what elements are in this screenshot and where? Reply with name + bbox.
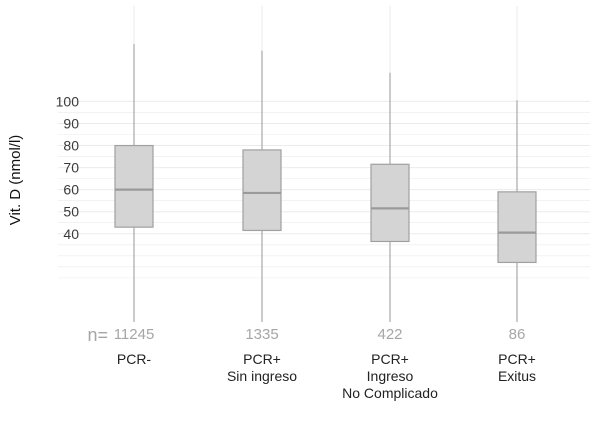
y-tick-label: 90 bbox=[63, 115, 79, 131]
category-label: PCR+ bbox=[498, 351, 536, 367]
box-group bbox=[370, 72, 410, 322]
y-tick-label: 60 bbox=[63, 182, 79, 198]
category-label: Sin ingreso bbox=[227, 368, 297, 384]
category-label: PCR- bbox=[117, 351, 152, 367]
y-tick-label: 40 bbox=[63, 226, 79, 242]
box-group bbox=[497, 100, 537, 322]
box bbox=[242, 149, 282, 232]
n-value: 422 bbox=[377, 326, 402, 343]
n-value: 86 bbox=[509, 326, 526, 343]
n-prefix: n= bbox=[87, 325, 108, 345]
y-tick-labels: 40 50 60 70 80 90 100 bbox=[56, 93, 80, 241]
category-label: PCR+ bbox=[243, 351, 281, 367]
category-label: Ingreso bbox=[367, 368, 414, 384]
box bbox=[114, 144, 154, 228]
box-group bbox=[114, 44, 154, 322]
y-tick-label: 50 bbox=[63, 204, 79, 220]
y-tick-label: 100 bbox=[56, 93, 80, 109]
box-group bbox=[242, 50, 282, 322]
n-value: 1335 bbox=[245, 326, 278, 343]
box bbox=[497, 191, 537, 264]
n-value: 11245 bbox=[114, 326, 155, 343]
y-axis-title: Vit. D (nmol/l) bbox=[7, 135, 24, 226]
category-label: No Complicado bbox=[342, 385, 438, 401]
category-label: PCR+ bbox=[371, 351, 409, 367]
y-tick-label: 70 bbox=[63, 160, 79, 176]
n-labels: 11245 1335 422 86 n= bbox=[87, 325, 525, 345]
boxes bbox=[114, 44, 537, 322]
box bbox=[370, 163, 410, 243]
category-label: Exitus bbox=[498, 368, 536, 384]
y-tick-label: 80 bbox=[63, 138, 79, 154]
